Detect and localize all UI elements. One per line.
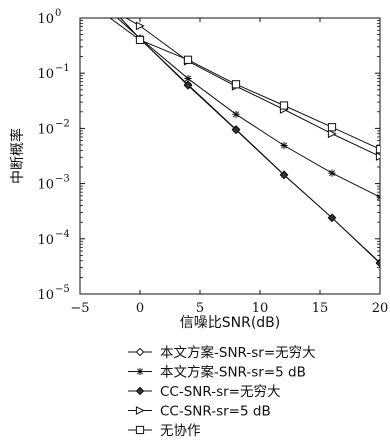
legend-entry: CC-SNR-sr=5 dB — [128, 404, 271, 420]
y-tick-exponent: −2 — [55, 118, 70, 129]
x-tick-label: 5 — [196, 301, 204, 316]
y-tick-label: 10 — [37, 233, 54, 248]
data-point — [135, 35, 145, 45]
y-tick-exponent: −5 — [55, 284, 70, 295]
data-point — [184, 74, 192, 83]
y-tick-exponent: 0 — [55, 8, 61, 19]
y-tick-base: 10 — [37, 233, 54, 248]
x-axis-label: 信噪比SNR(dB) — [180, 315, 281, 331]
x-axis: −5 0 5 10 15 20 — [70, 18, 388, 316]
legend-label: 本文方案-SNR-sr=无穷大 — [160, 344, 316, 361]
x-tick-label: −5 — [70, 301, 89, 316]
y-tick-label: 10 — [37, 12, 54, 27]
legend-label: 无协作 — [160, 423, 201, 439]
data-point — [376, 193, 380, 201]
data-point — [280, 141, 288, 150]
data-point — [375, 258, 380, 268]
data-point — [183, 81, 193, 90]
data-point — [328, 169, 336, 177]
legend-entry: CC-SNR-sr=无穷大 — [128, 384, 281, 400]
y-tick-exponent: −3 — [55, 174, 70, 185]
y-tick-base: 10 — [37, 122, 54, 137]
legend-entry: 本文方案-SNR-sr=无穷大 — [128, 344, 316, 361]
data-point — [327, 213, 337, 223]
legend-entry: 本文方案-SNR-sr=5 dB — [128, 364, 306, 381]
y-tick-label: 10 — [37, 122, 54, 137]
series-line — [119, 18, 380, 264]
y-tick-base: 10 — [37, 67, 54, 82]
series-3 — [119, 18, 380, 268]
series-layer — [109, 18, 380, 268]
data-point — [279, 101, 289, 110]
x-tick-label: 0 — [136, 301, 144, 316]
legend-label: CC-SNR-sr=无穷大 — [160, 384, 281, 400]
data-point — [327, 129, 337, 139]
x-tick-label: 15 — [312, 301, 329, 316]
y-tick-exponent: −4 — [55, 229, 70, 240]
y-tick-base: 10 — [37, 288, 54, 303]
y-tick-base: 10 — [37, 178, 54, 193]
plot-frame — [79, 17, 381, 295]
data-point — [375, 145, 380, 154]
data-point — [375, 152, 380, 161]
legend-entry: 无协作 — [128, 423, 201, 439]
y-tick-label: 10 — [37, 178, 54, 193]
series-5 — [109, 18, 380, 154]
y-tick-label: 10 — [37, 67, 54, 82]
y-tick-base: 10 — [37, 12, 54, 27]
y-axis-label: 中断概率 — [9, 128, 26, 184]
legend-marker — [135, 386, 145, 396]
data-point — [135, 21, 145, 31]
legend-marker — [135, 406, 145, 415]
x-tick-label: 20 — [372, 301, 389, 316]
data-point — [183, 55, 193, 64]
series-2 — [116, 18, 380, 201]
legend-marker — [135, 347, 145, 357]
y-tick-exponent: −1 — [55, 63, 70, 74]
legend-marker — [136, 367, 144, 376]
data-point — [231, 80, 241, 89]
series-1 — [119, 18, 380, 267]
data-point — [232, 110, 240, 118]
data-point — [231, 125, 241, 135]
y-tick-label: 10 — [37, 288, 54, 303]
legend-label: 本文方案-SNR-sr=5 dB — [160, 364, 306, 381]
legend-label: CC-SNR-sr=5 dB — [160, 404, 271, 420]
legend-marker — [135, 425, 145, 435]
x-tick-label: 10 — [252, 301, 269, 316]
data-point — [279, 170, 289, 180]
data-point — [327, 123, 337, 132]
